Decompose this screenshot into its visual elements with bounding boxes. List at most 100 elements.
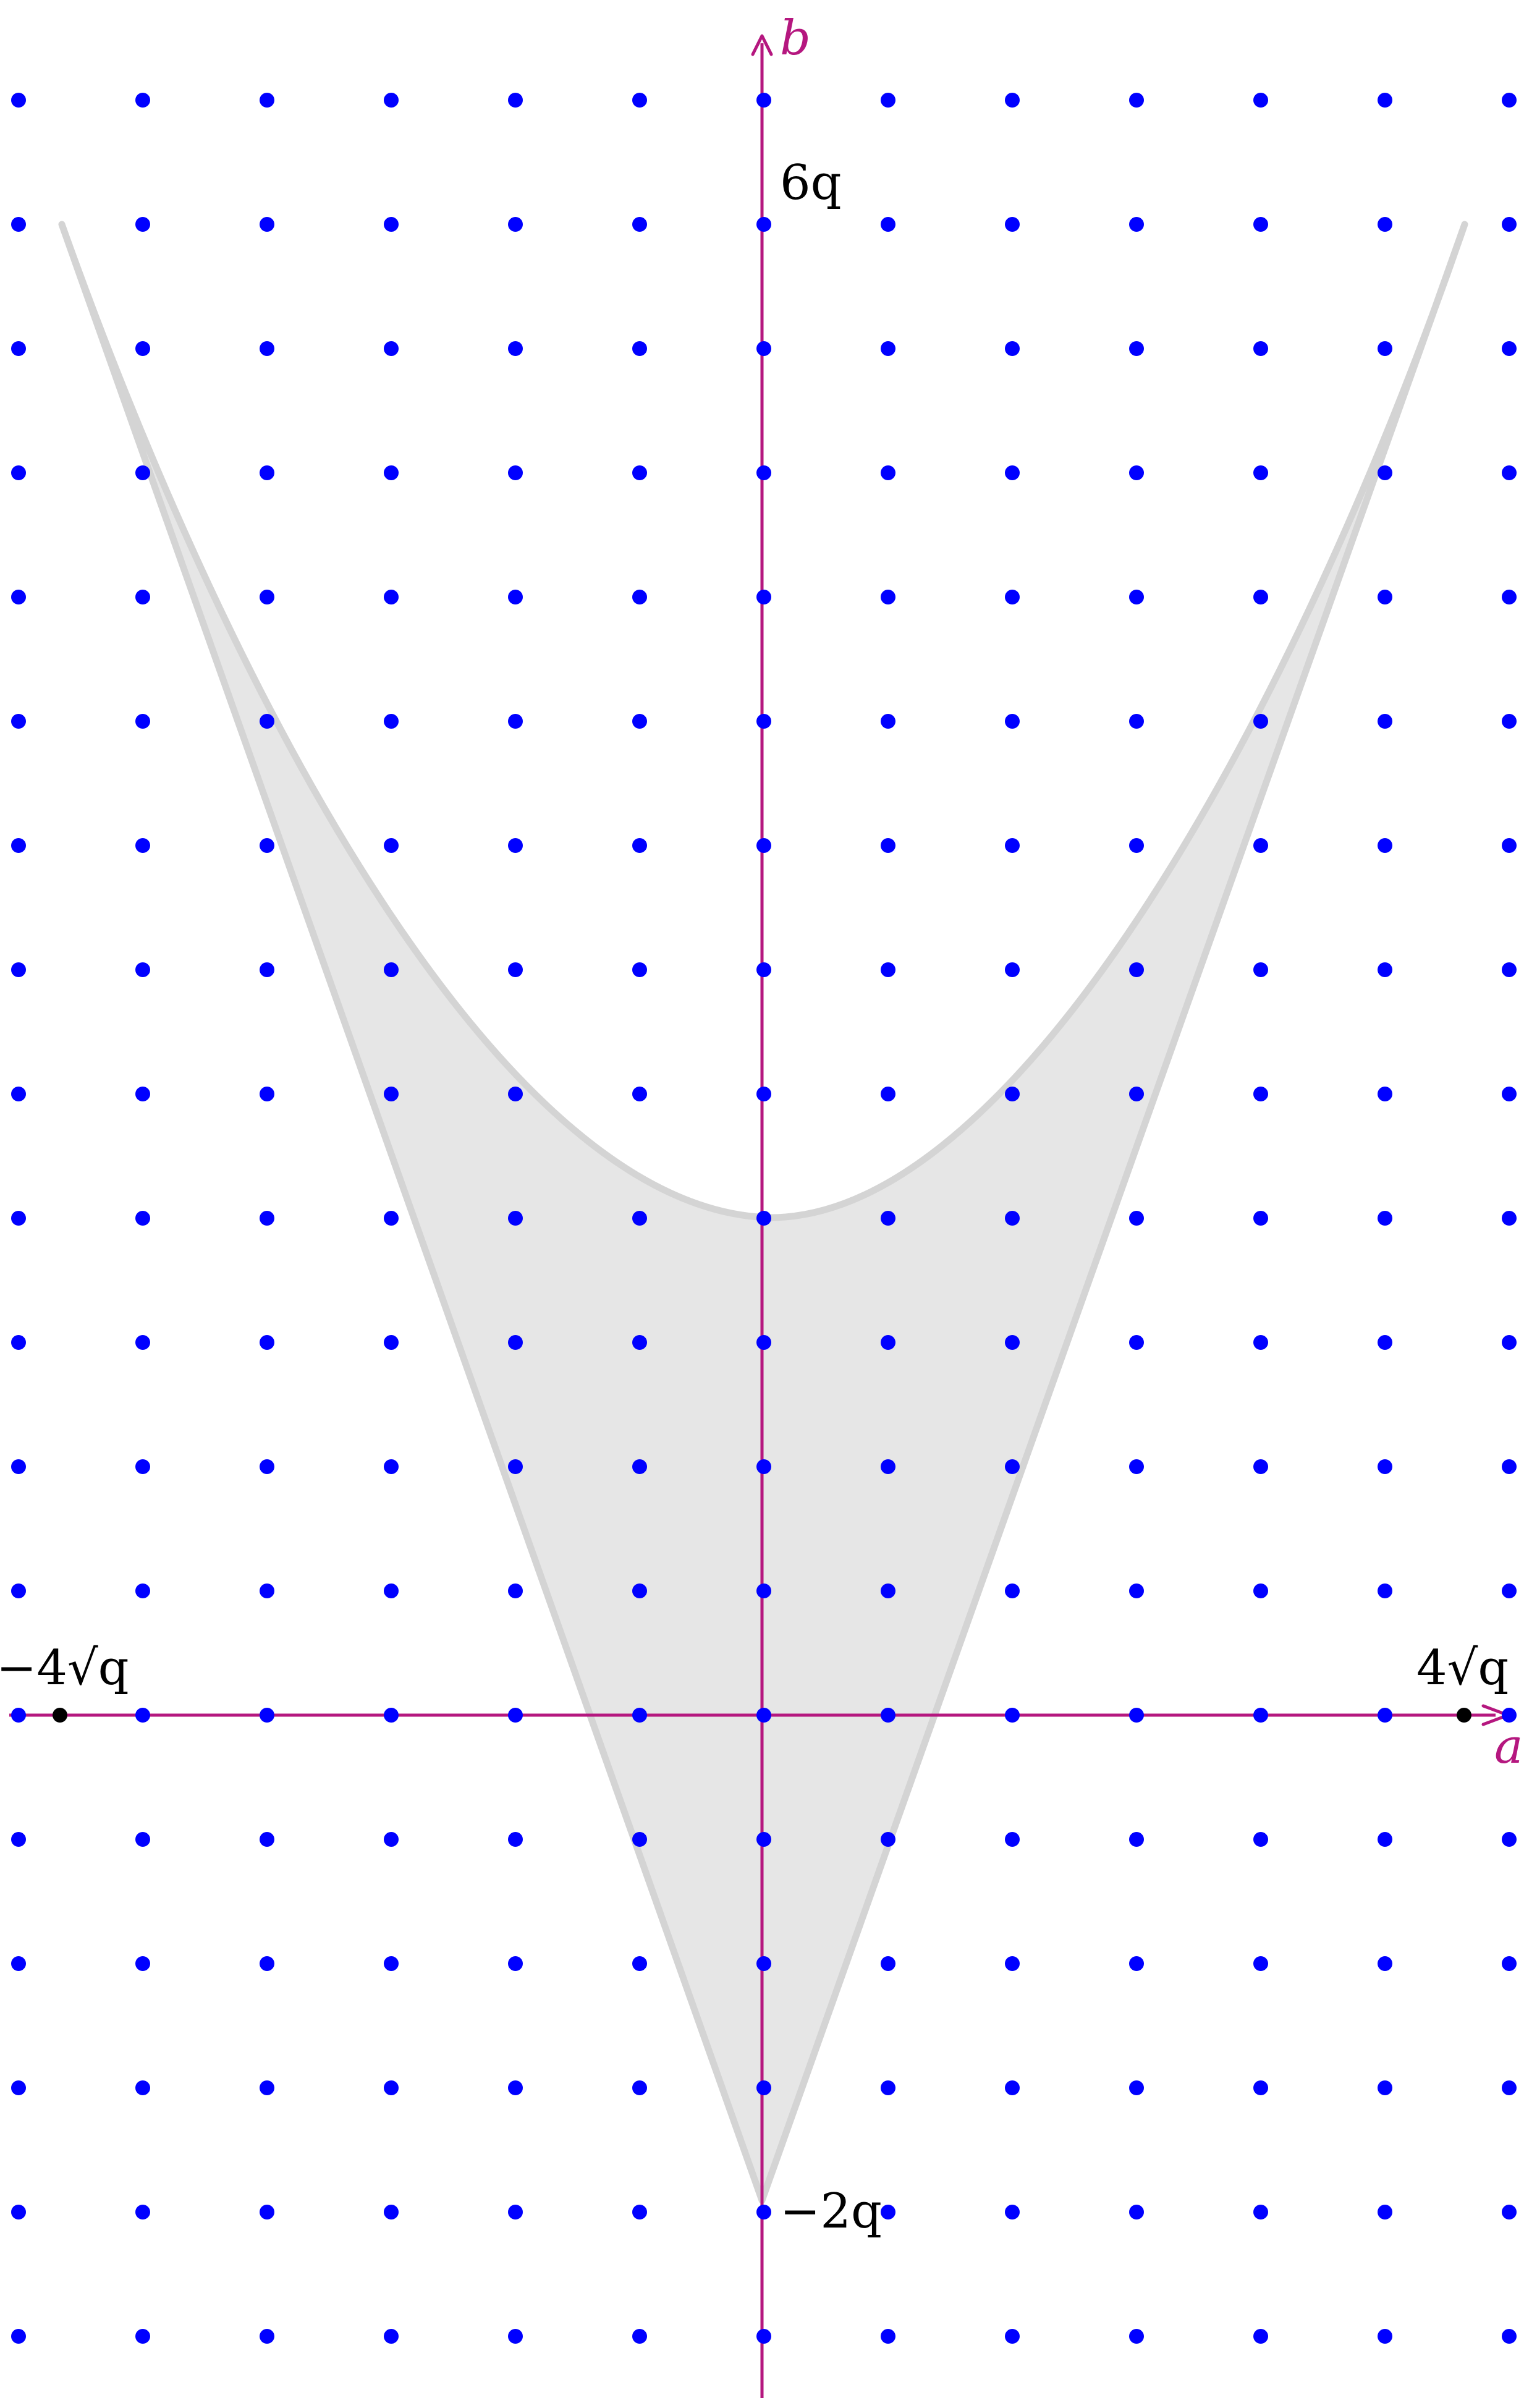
lattice-point xyxy=(508,1211,523,1226)
lattice-point xyxy=(260,465,274,480)
lattice-point xyxy=(1129,962,1144,977)
lattice-point xyxy=(1005,1956,1020,1971)
lattice-point xyxy=(508,341,523,356)
lattice-point xyxy=(11,1211,26,1226)
marker-points-layer xyxy=(53,1708,1471,1723)
lattice-point xyxy=(1378,590,1392,604)
lattice-point xyxy=(1129,1459,1144,1474)
lattice-point xyxy=(1253,838,1268,853)
lattice-point xyxy=(11,2205,26,2219)
lattice-point xyxy=(632,590,647,604)
lattice-point xyxy=(260,838,274,853)
lattice-point xyxy=(881,217,895,232)
lattice-point xyxy=(1005,838,1020,853)
lattice-point xyxy=(11,1956,26,1971)
lattice-point xyxy=(632,714,647,729)
lattice-point xyxy=(135,838,150,853)
lattice-point xyxy=(1502,1335,1517,1350)
lattice-point xyxy=(11,465,26,480)
lattice-point xyxy=(508,838,523,853)
lattice-point xyxy=(881,2329,895,2344)
lattice-point xyxy=(11,217,26,232)
lattice-point xyxy=(508,2329,523,2344)
lattice-point xyxy=(1253,217,1268,232)
lattice-point xyxy=(632,2080,647,2095)
lattice-point xyxy=(260,590,274,604)
right-tick-label: 4√q xyxy=(1416,1640,1509,1696)
lattice-point xyxy=(1129,1708,1144,1723)
lattice-point xyxy=(1129,465,1144,480)
lattice-point xyxy=(508,1459,523,1474)
lattice-point xyxy=(1005,93,1020,108)
lattice-point xyxy=(1253,341,1268,356)
lattice-point xyxy=(384,590,399,604)
lattice-point xyxy=(756,1832,771,1847)
lattice-point xyxy=(756,93,771,108)
lattice-point xyxy=(881,93,895,108)
lattice-point xyxy=(1129,341,1144,356)
lattice-point xyxy=(632,1583,647,1598)
lattice-point xyxy=(1129,590,1144,604)
lattice-point xyxy=(756,1087,771,1101)
y-axis-label: b xyxy=(780,11,811,66)
lattice-point xyxy=(756,1211,771,1226)
lattice-point xyxy=(260,1583,274,1598)
lattice-point xyxy=(1253,93,1268,108)
lattice-point xyxy=(1129,714,1144,729)
lattice-point xyxy=(384,1459,399,1474)
lattice-point xyxy=(632,1211,647,1226)
lattice-point xyxy=(1129,1087,1144,1101)
lattice-point xyxy=(632,93,647,108)
lattice-point xyxy=(508,93,523,108)
top-tick-label: 6q xyxy=(780,155,842,211)
lattice-point xyxy=(11,1708,26,1723)
lattice-point xyxy=(1129,1956,1144,1971)
lattice-point xyxy=(881,1459,895,1474)
lattice-point xyxy=(881,1583,895,1598)
lattice-point xyxy=(1502,1459,1517,1474)
lattice-point xyxy=(632,1708,647,1723)
lattice-point xyxy=(1005,465,1020,480)
lattice-point xyxy=(1129,2080,1144,2095)
lattice-point xyxy=(881,1335,895,1350)
lattice-point xyxy=(260,1335,274,1350)
lattice-point xyxy=(1253,2329,1268,2344)
lattice-point xyxy=(135,2329,150,2344)
lattice-point xyxy=(632,838,647,853)
lattice-point xyxy=(135,2080,150,2095)
lattice-point xyxy=(1378,1459,1392,1474)
lattice-point xyxy=(260,1087,274,1101)
lattice-point xyxy=(1502,2205,1517,2219)
lattice-point xyxy=(1502,1211,1517,1226)
lattice-point xyxy=(881,714,895,729)
lattice-point xyxy=(260,217,274,232)
lattice-point xyxy=(260,2205,274,2219)
lattice-point xyxy=(1005,2080,1020,2095)
lattice-point xyxy=(508,1956,523,1971)
lattice-point xyxy=(135,465,150,480)
lattice-point xyxy=(632,465,647,480)
lattice-point xyxy=(881,341,895,356)
lattice-point xyxy=(11,2329,26,2344)
lattice-point xyxy=(756,714,771,729)
lattice-point xyxy=(1378,217,1392,232)
lattice-point xyxy=(756,2205,771,2219)
lattice-point xyxy=(11,1335,26,1350)
lattice-point xyxy=(1378,465,1392,480)
lattice-point xyxy=(135,93,150,108)
lattice-point xyxy=(1253,465,1268,480)
lattice-point xyxy=(1129,2329,1144,2344)
lattice-point xyxy=(384,2080,399,2095)
lattice-point xyxy=(1005,1459,1020,1474)
lattice-point xyxy=(1253,1335,1268,1350)
lattice-point xyxy=(135,1335,150,1350)
lattice-point xyxy=(11,1087,26,1101)
lattice-point xyxy=(632,1335,647,1350)
lattice-point xyxy=(1378,962,1392,977)
lattice-point xyxy=(756,1335,771,1350)
lattice-point xyxy=(508,1087,523,1101)
lattice-point xyxy=(11,1583,26,1598)
lattice-point xyxy=(260,962,274,977)
lattice-point xyxy=(1378,714,1392,729)
lattice-point xyxy=(11,590,26,604)
